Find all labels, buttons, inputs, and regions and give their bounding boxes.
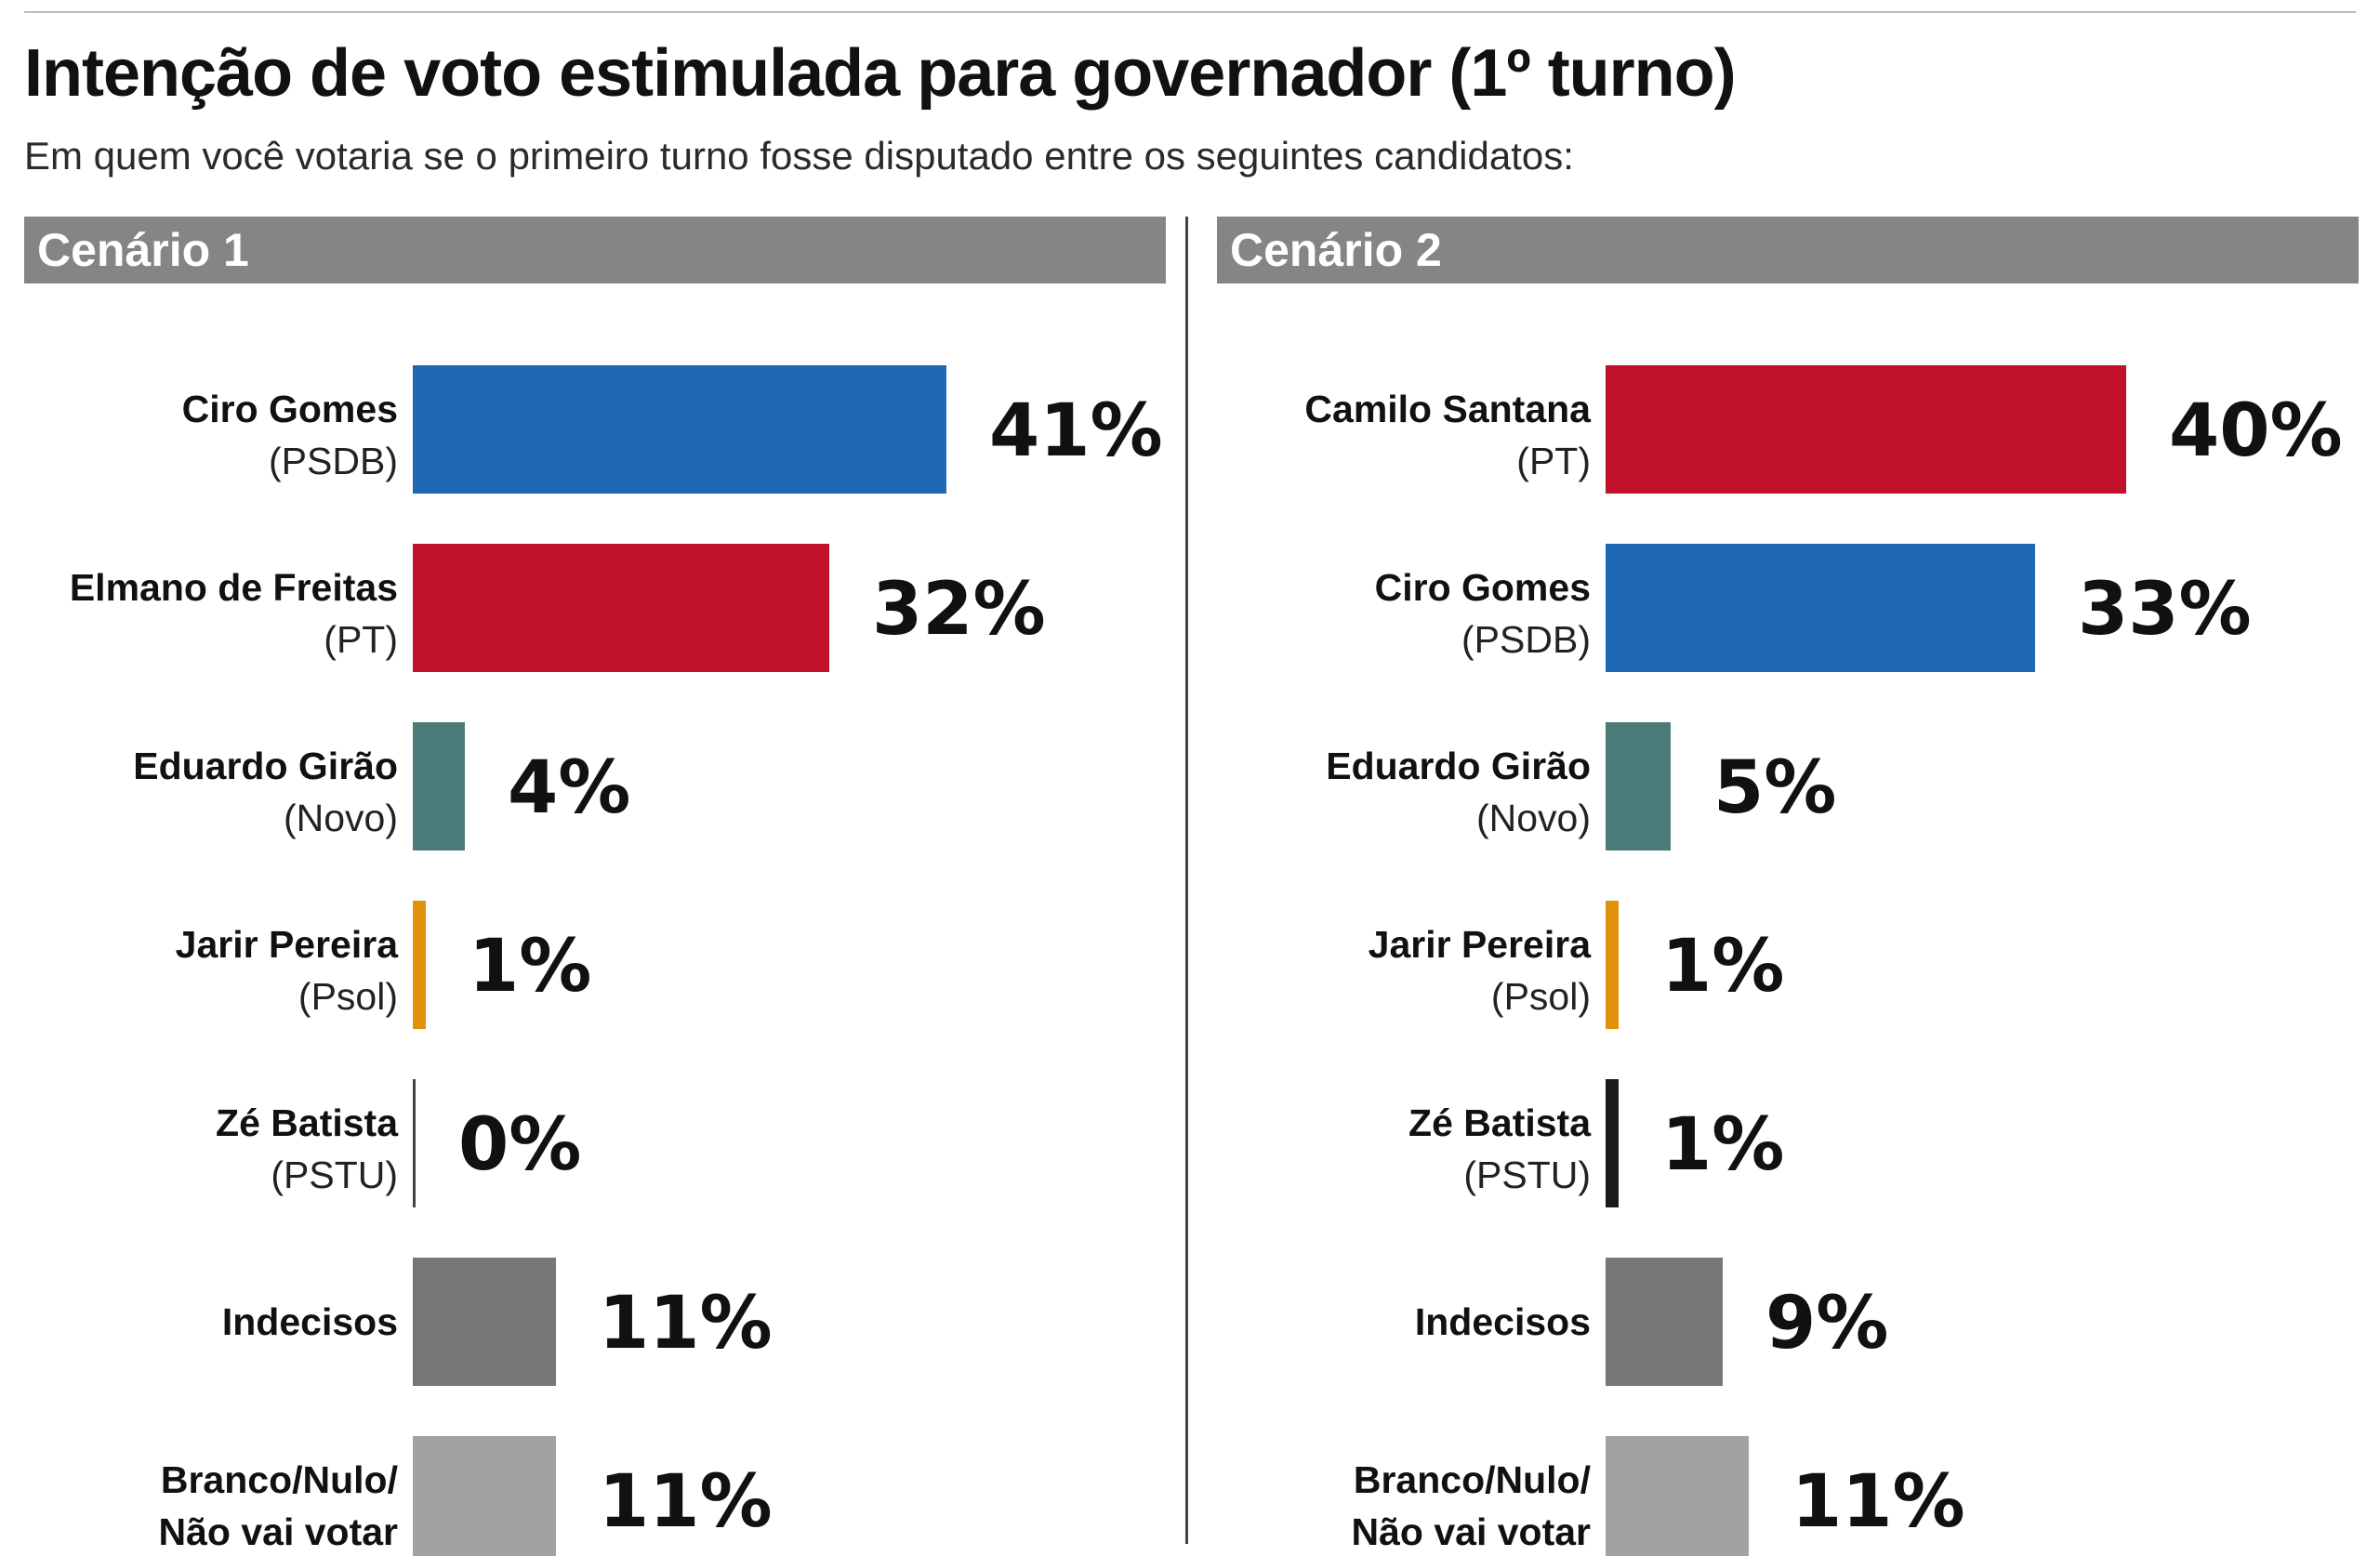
bar: [413, 544, 829, 672]
data-label: 40%: [2169, 389, 2343, 473]
category-label: Zé Batista: [216, 1101, 399, 1144]
category-label: Jarir Pereira: [176, 923, 400, 966]
category-label: Indecisos: [1415, 1300, 1591, 1343]
data-label: 9%: [1765, 1282, 1888, 1365]
bar: [1606, 901, 1619, 1029]
category-label: Branco/Nulo/: [1354, 1458, 1591, 1501]
category-label: Ciro Gomes: [1375, 566, 1591, 609]
category-sublabel: (PSDB): [269, 440, 398, 482]
category-sublabel: (Psol): [1491, 975, 1591, 1018]
data-label: 11%: [599, 1460, 773, 1544]
category-sublabel: (Psol): [298, 975, 398, 1018]
data-label: 4%: [508, 746, 630, 830]
category-label: Ciro Gomes: [182, 388, 398, 430]
top-rule: [24, 11, 2356, 13]
category-sublabel: (PSTU): [271, 1154, 398, 1196]
data-label: 11%: [599, 1282, 773, 1365]
category-sublabel: (Novo): [284, 797, 398, 839]
data-label: 1%: [1661, 925, 1784, 1009]
category-sublabel: Não vai votar: [159, 1510, 399, 1553]
data-label: 33%: [2078, 568, 2252, 652]
data-label: 41%: [989, 389, 1163, 473]
chart-title: Intenção de voto estimulada para governa…: [24, 36, 1737, 111]
category-sublabel: Não vai votar: [1352, 1510, 1592, 1553]
scenario-2-chart: Camilo Santana (PT) 40% Ciro Gomes (PSDB) 33%…: [1304, 365, 2343, 1556]
category-sublabel: (PT): [324, 618, 398, 661]
bar: [1606, 544, 2035, 672]
category-label: Jarir Pereira: [1368, 923, 1593, 966]
data-label: 1%: [469, 925, 591, 1009]
data-label: 1%: [1661, 1103, 1784, 1187]
scenario-2-panel: Cenário 2 Camilo Santana (PT) 40% Ciro Gome…: [1217, 217, 2359, 1556]
category-sublabel: (Novo): [1476, 797, 1591, 839]
bar: [1606, 365, 2126, 494]
category-label: Eduardo Girão: [1326, 745, 1591, 787]
scenario-1-panel: Cenário 1 Ciro Gomes (PSDB) 41% Elmano de F…: [24, 217, 1166, 1556]
panel-divider: [1185, 217, 1188, 1544]
bar: [413, 1436, 556, 1556]
category-sublabel: (PSTU): [1463, 1154, 1591, 1196]
category-label: Indecisos: [222, 1300, 398, 1343]
data-label: 11%: [1792, 1460, 1965, 1544]
bar: [413, 901, 426, 1029]
data-label: 0%: [458, 1103, 581, 1187]
scenario-1-chart: Ciro Gomes (PSDB) 41% Elmano de Freitas (PT)…: [70, 365, 1163, 1556]
category-label: Camilo Santana: [1304, 388, 1592, 430]
category-sublabel: (PT): [1516, 440, 1591, 482]
bar: [1606, 1258, 1723, 1386]
data-label: 32%: [872, 568, 1046, 652]
bar: [413, 1258, 556, 1386]
category-label: Zé Batista: [1408, 1101, 1592, 1144]
bar: [1606, 1079, 1619, 1207]
chart-subtitle: Em quem você votaria se o primeiro turno…: [24, 134, 1574, 178]
category-label: Eduardo Girão: [133, 745, 398, 787]
data-label: 5%: [1713, 746, 1836, 830]
bar: [1606, 1436, 1749, 1556]
scenario-2-header: Cenário 2: [1217, 217, 2359, 284]
bar: [413, 722, 465, 851]
category-label: Elmano de Freitas: [70, 566, 398, 609]
category-sublabel: (PSDB): [1461, 618, 1591, 661]
scenario-1-header: Cenário 1: [24, 217, 1166, 284]
category-label: Branco/Nulo/: [161, 1458, 398, 1501]
bar: [1606, 722, 1671, 851]
bar: [413, 1079, 416, 1207]
bar: [413, 365, 946, 494]
